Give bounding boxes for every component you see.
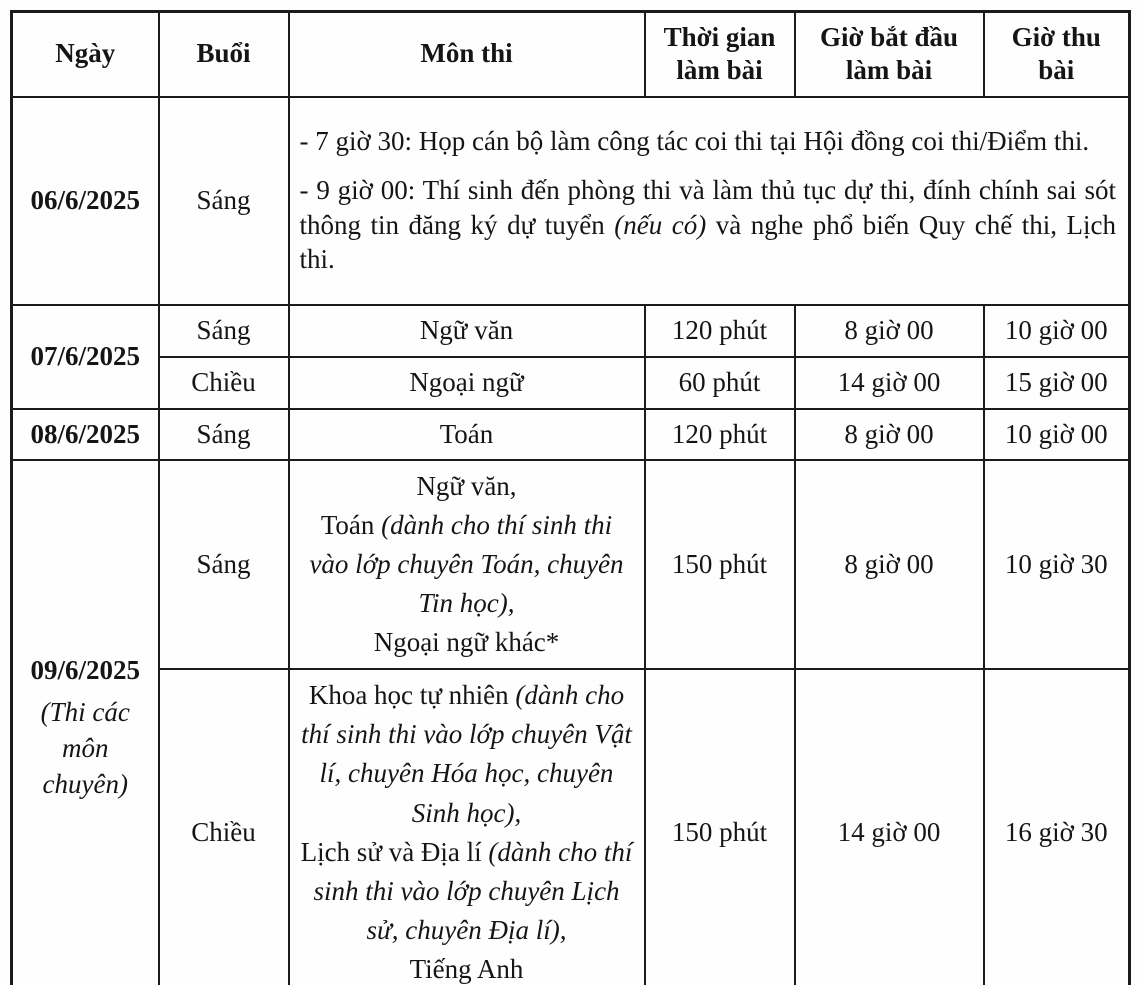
duration-cell-june7-afternoon: 60 phút	[643, 355, 796, 410]
col-header-date: Ngày	[10, 10, 160, 98]
june9-afternoon-subject-line2: Lịch sử và Địa lí (dành cho thí sinh thi…	[301, 837, 633, 945]
date-cell-june6: 06/6/2025	[10, 95, 160, 306]
procedure-note-2-suffix: và nghe phổ biến Quy chế thi, Lịch thi.	[299, 209, 1117, 275]
subject-cell-june7-morning: Ngữ văn	[287, 303, 646, 358]
date-june9-main: 09/6/2025	[30, 654, 140, 685]
start-time-cell-june9-morning: 8 giờ 00	[793, 458, 985, 671]
subject-cell-june9-afternoon: Khoa học tự nhiên (dành cho thí sinh thi…	[287, 668, 646, 985]
start-time-cell-june9-afternoon: 14 giờ 00	[793, 668, 985, 985]
june9-afternoon-subject-line1-italic: (dành cho thí sinh thi vào lớp chuyên Vậ…	[301, 680, 632, 828]
june9-morning-subject-line2: Toán (dành cho thí sinh thi vào lớp chuy…	[309, 510, 623, 618]
date-cell-june7: 07/6/2025	[10, 303, 160, 410]
session-cell-june7-afternoon: Chiều	[157, 355, 290, 410]
duration-cell-june9-afternoon: 150 phút	[643, 668, 796, 985]
duration-cell-june9-morning: 150 phút	[643, 458, 796, 671]
procedure-note-2: - 9 giờ 00: Thí sinh đến phòng thi và là…	[300, 173, 1117, 277]
date-june9-note: (Thi các môn chuyên)	[40, 696, 130, 800]
session-cell-june7-morning: Sáng	[157, 303, 290, 358]
june9-afternoon-subject-line2-italic: (dành cho thí sinh thi vào lớp chuyên Lị…	[313, 836, 633, 946]
procedure-note-2-italic: (nếu có)	[614, 209, 707, 240]
row-june9-afternoon: Chiều Khoa học tự nhiên (dành cho thí si…	[12, 668, 1131, 985]
duration-cell-june7-morning: 120 phút	[643, 303, 796, 358]
end-time-cell-june7-afternoon: 15 giờ 00	[982, 355, 1131, 410]
start-time-cell-june8: 8 giờ 00	[793, 407, 985, 461]
start-time-cell-june7-morning: 8 giờ 00	[793, 303, 985, 358]
june9-afternoon-subject-line2-regular: Lịch sử và Địa lí	[300, 836, 489, 867]
row-june7-afternoon: Chiều Ngoại ngữ 60 phút 14 giờ 00 15 giờ…	[12, 355, 1131, 410]
end-time-cell-june7-morning: 10 giờ 00	[982, 303, 1131, 358]
date-cell-june9: 09/6/2025 (Thi các môn chuyên)	[10, 458, 160, 985]
june9-morning-subject-line2-italic: (dành cho thí sinh thi vào lớp chuyên To…	[309, 509, 624, 618]
header-row: Ngày Buổi Môn thi Thời gian làm bài Giờ …	[10, 10, 1131, 98]
col-header-duration: Thời gian làm bài	[643, 10, 796, 98]
subject-cell-june9-morning: Ngữ văn, Toán (dành cho thí sinh thi vào…	[287, 458, 646, 671]
june9-morning-subject-line3: Ngoại ngữ khác*	[373, 627, 560, 658]
row-june9-morning: 09/6/2025 (Thi các môn chuyên) Sáng Ngữ …	[10, 458, 1131, 985]
session-cell-june9-afternoon: Chiều	[157, 668, 290, 985]
end-time-cell-june8: 10 giờ 00	[982, 407, 1131, 461]
col-header-subject: Môn thi	[287, 10, 646, 98]
procedure-notes-cell: - 7 giờ 30: Họp cán bộ làm công tác coi …	[287, 95, 1131, 306]
col-header-start-time: Giờ bắt đầu làm bài	[793, 10, 985, 98]
procedure-note-1: - 7 giờ 30: Họp cán bộ làm công tác coi …	[299, 126, 1090, 157]
col-header-session: Buổi	[157, 10, 290, 98]
row-june6: 06/6/2025 Sáng - 7 giờ 30: Họp cán bộ là…	[10, 95, 1131, 306]
session-cell-june9-morning: Sáng	[157, 458, 290, 671]
row-june7-morning: 07/6/2025 Sáng Ngữ văn 120 phút 8 giờ 00…	[10, 303, 1131, 410]
subject-cell-june7-afternoon: Ngoại ngữ	[287, 355, 646, 410]
start-time-cell-june7-afternoon: 14 giờ 00	[793, 355, 985, 410]
end-time-cell-june9-morning: 10 giờ 30	[982, 458, 1131, 671]
june9-morning-subject-line2-regular: Toán	[320, 509, 382, 540]
june9-afternoon-subject-line1: Khoa học tự nhiên (dành cho thí sinh thi…	[301, 680, 632, 827]
duration-cell-june8: 120 phút	[643, 407, 796, 461]
col-header-end-time: Giờ thu bài	[982, 10, 1131, 98]
row-june8: 08/6/2025 Sáng Toán 120 phút 8 giờ 00 10…	[10, 407, 1131, 461]
session-cell-june8: Sáng	[157, 407, 290, 461]
june9-afternoon-subject-line1-regular: Khoa học tự nhiên	[308, 680, 516, 711]
june9-morning-subject-line1: Ngữ văn,	[416, 470, 517, 501]
june9-afternoon-subject-line3: Tiếng Anh	[409, 954, 524, 985]
date-cell-june8: 08/6/2025	[10, 407, 160, 461]
procedure-note-2-prefix: - 9 giờ 00: Thí sinh đến phòng thi và là…	[299, 174, 1117, 240]
subject-cell-june8: Toán	[287, 407, 646, 461]
end-time-cell-june9-afternoon: 16 giờ 30	[982, 668, 1131, 985]
session-cell-june6: Sáng	[157, 95, 290, 306]
exam-schedule-table: Ngày Buổi Môn thi Thời gian làm bài Giờ …	[10, 10, 1131, 985]
